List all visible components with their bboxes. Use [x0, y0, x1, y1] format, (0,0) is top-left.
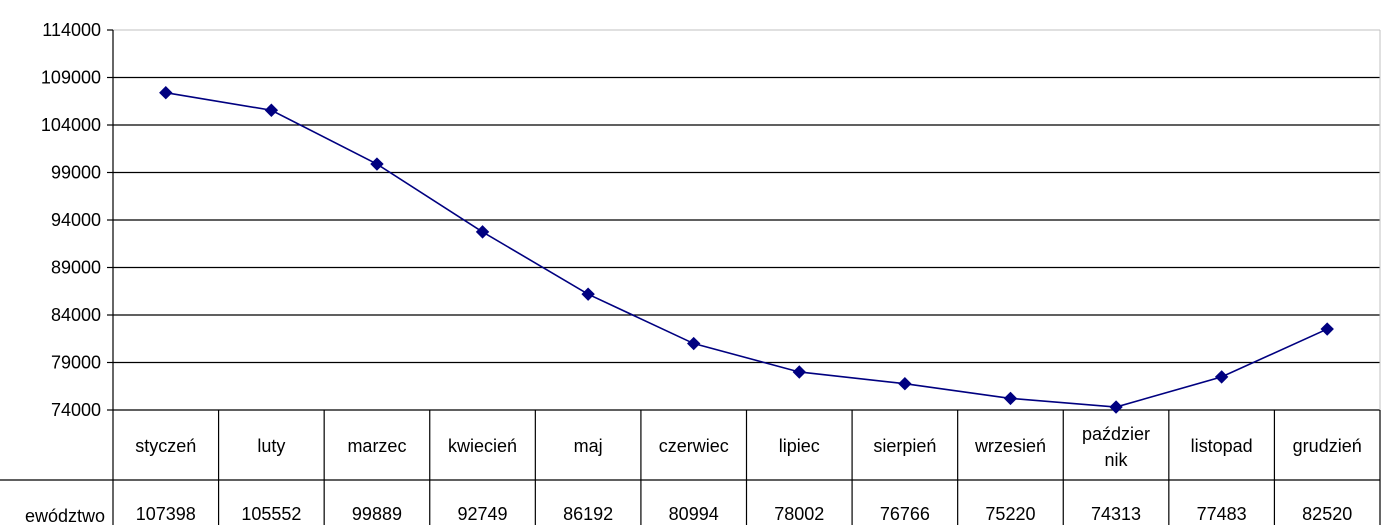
category-label: styczeń	[135, 436, 196, 456]
data-point	[1320, 322, 1334, 336]
data-label: 80994	[669, 504, 719, 524]
data-point	[159, 86, 173, 100]
data-point	[264, 103, 279, 117]
data-point	[792, 365, 806, 379]
data-label: 75220	[985, 504, 1035, 524]
y-tick-label: 84000	[51, 305, 101, 325]
y-tick-label: 114000	[42, 20, 101, 40]
category-label: maj	[574, 436, 603, 456]
category-label: paździer	[1082, 424, 1150, 444]
data-point	[1214, 370, 1229, 384]
y-tick-label: 109000	[41, 68, 101, 88]
y-tick-label: 104000	[41, 115, 101, 135]
data-label: 92749	[458, 504, 508, 524]
data-label: 86192	[563, 504, 613, 524]
category-label: grudzień	[1293, 436, 1362, 456]
data-label: 78002	[774, 504, 824, 524]
data-point	[687, 336, 701, 351]
category-label: luty	[257, 436, 285, 456]
data-point	[1003, 391, 1018, 406]
category-label: wrzesień	[974, 436, 1046, 456]
data-point	[1109, 400, 1123, 414]
data-label: 82520	[1302, 504, 1352, 524]
series-name-label: ewództwo	[25, 506, 105, 525]
y-tick-label: 74000	[51, 400, 101, 420]
data-label: 77483	[1197, 504, 1247, 524]
data-point	[898, 377, 912, 391]
category-label: sierpień	[873, 436, 936, 456]
data-label: 76766	[880, 504, 930, 524]
y-tick-label: 99000	[51, 163, 101, 183]
category-label: marzec	[347, 436, 406, 456]
data-label: 105552	[241, 504, 301, 524]
category-label: lipiec	[779, 436, 820, 456]
category-label: kwiecień	[448, 436, 517, 456]
data-label: 99889	[352, 504, 402, 524]
series	[159, 86, 1334, 414]
y-tick-label: 79000	[51, 353, 101, 373]
gridlines	[113, 29, 1381, 411]
y-axis: 114000 109000 104000 99000 94000 89000 84000 79…	[41, 20, 114, 525]
category-label: nik	[1105, 450, 1129, 470]
data-table: styczeń luty marzec kwiecień maj czerwiec lipi…	[0, 410, 1381, 525]
data-point	[581, 287, 595, 301]
data-point	[475, 225, 490, 239]
data-label: 107398	[136, 504, 196, 524]
y-tick-label: 94000	[51, 210, 101, 230]
category-label: listopad	[1191, 436, 1253, 456]
data-point	[370, 157, 384, 171]
category-label: czerwiec	[659, 436, 729, 456]
data-label: 74313	[1091, 504, 1141, 524]
series-line	[165, 91, 1328, 408]
y-tick-label: 89000	[51, 258, 101, 278]
